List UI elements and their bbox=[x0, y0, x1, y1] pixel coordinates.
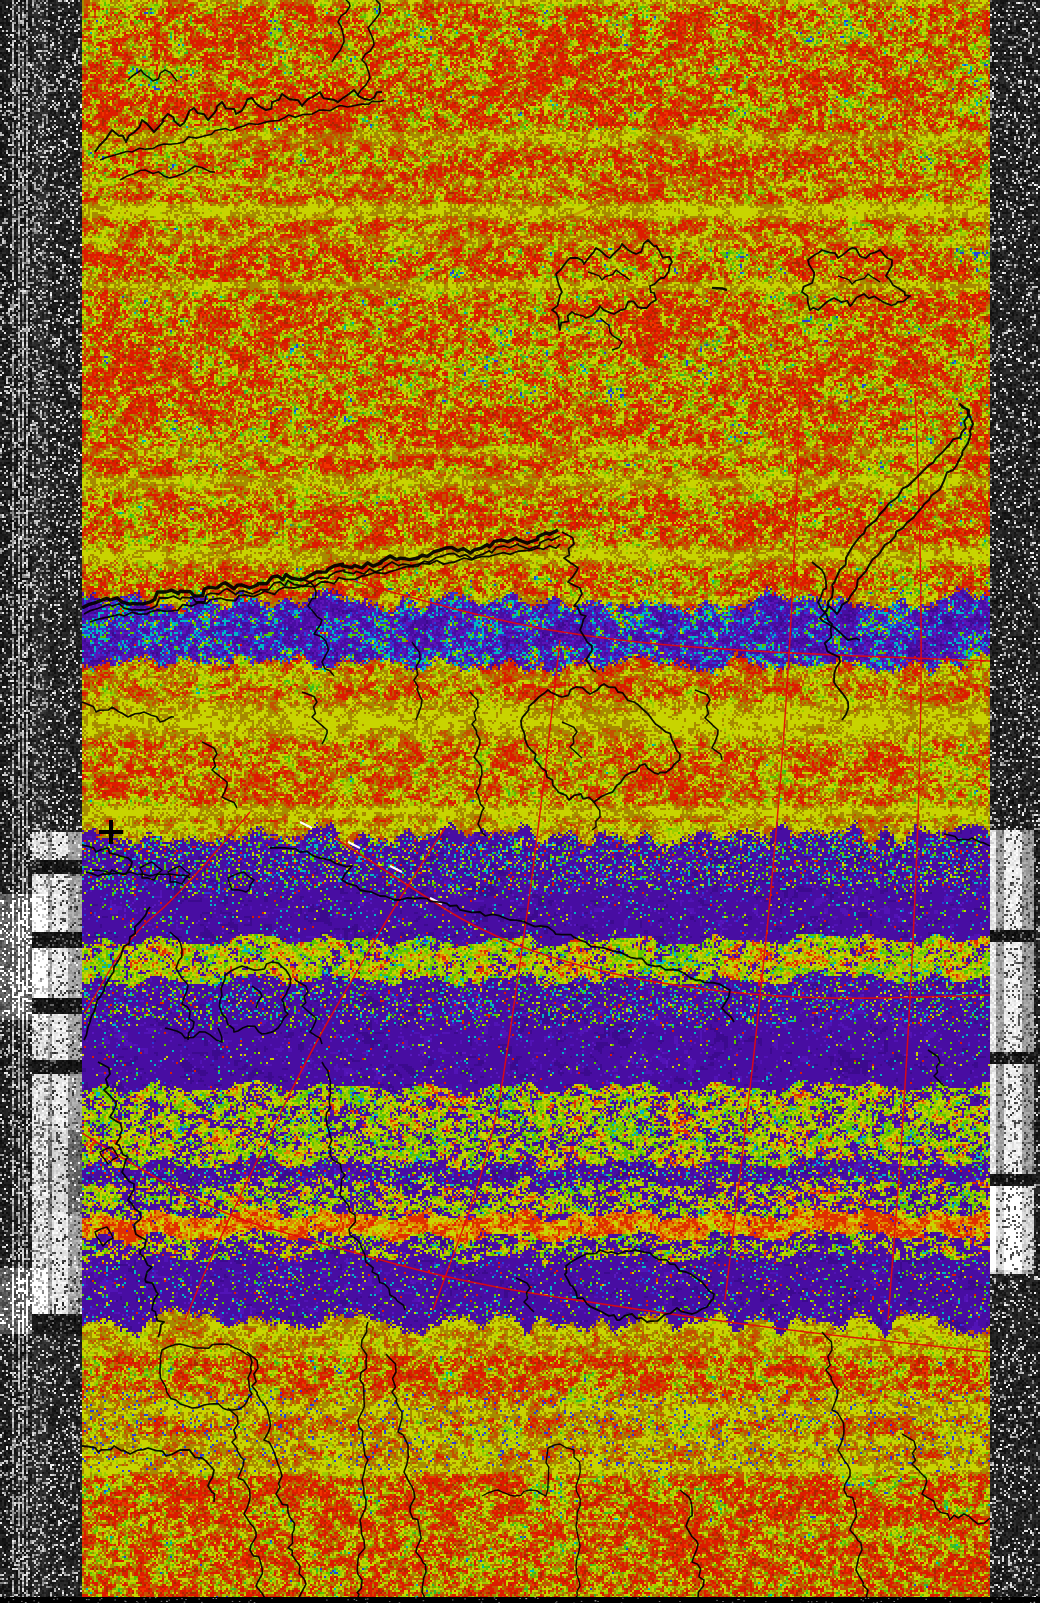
satellite-noise-canvas bbox=[0, 0, 1040, 1603]
apt-satellite-image bbox=[0, 0, 1040, 1603]
